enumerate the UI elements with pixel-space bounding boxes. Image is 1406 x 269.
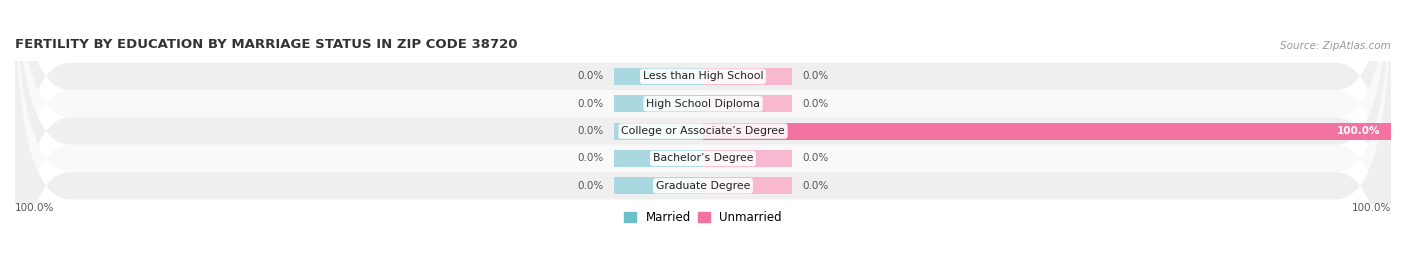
Bar [613,123,703,140]
Text: 0.0%: 0.0% [803,181,830,191]
Text: College or Associate’s Degree: College or Associate’s Degree [621,126,785,136]
Text: 0.0%: 0.0% [803,71,830,82]
Bar [703,177,793,194]
Text: 0.0%: 0.0% [576,71,603,82]
Text: 0.0%: 0.0% [576,126,603,136]
FancyBboxPatch shape [15,0,1391,269]
Bar [613,177,703,194]
Text: Graduate Degree: Graduate Degree [655,181,751,191]
Text: 0.0%: 0.0% [576,99,603,109]
Text: Source: ZipAtlas.com: Source: ZipAtlas.com [1281,41,1391,51]
Bar [703,95,793,112]
Text: 100.0%: 100.0% [1351,203,1391,213]
Text: 0.0%: 0.0% [576,153,603,164]
Bar [703,123,1391,140]
Text: High School Diploma: High School Diploma [647,99,759,109]
Text: 100.0%: 100.0% [15,203,55,213]
Bar [613,95,703,112]
Text: FERTILITY BY EDUCATION BY MARRIAGE STATUS IN ZIP CODE 38720: FERTILITY BY EDUCATION BY MARRIAGE STATU… [15,38,517,51]
FancyBboxPatch shape [15,0,1391,269]
Text: 100.0%: 100.0% [1337,126,1381,136]
Bar [613,68,703,85]
FancyBboxPatch shape [15,0,1391,269]
Bar [613,150,703,167]
Text: 0.0%: 0.0% [803,99,830,109]
Legend: Married, Unmarried: Married, Unmarried [620,207,786,229]
Text: 0.0%: 0.0% [803,153,830,164]
Bar [703,150,793,167]
Bar [703,123,1391,140]
Text: Bachelor’s Degree: Bachelor’s Degree [652,153,754,164]
Bar [703,68,793,85]
FancyBboxPatch shape [15,0,1391,269]
FancyBboxPatch shape [15,0,1391,269]
Text: 0.0%: 0.0% [576,181,603,191]
Text: Less than High School: Less than High School [643,71,763,82]
